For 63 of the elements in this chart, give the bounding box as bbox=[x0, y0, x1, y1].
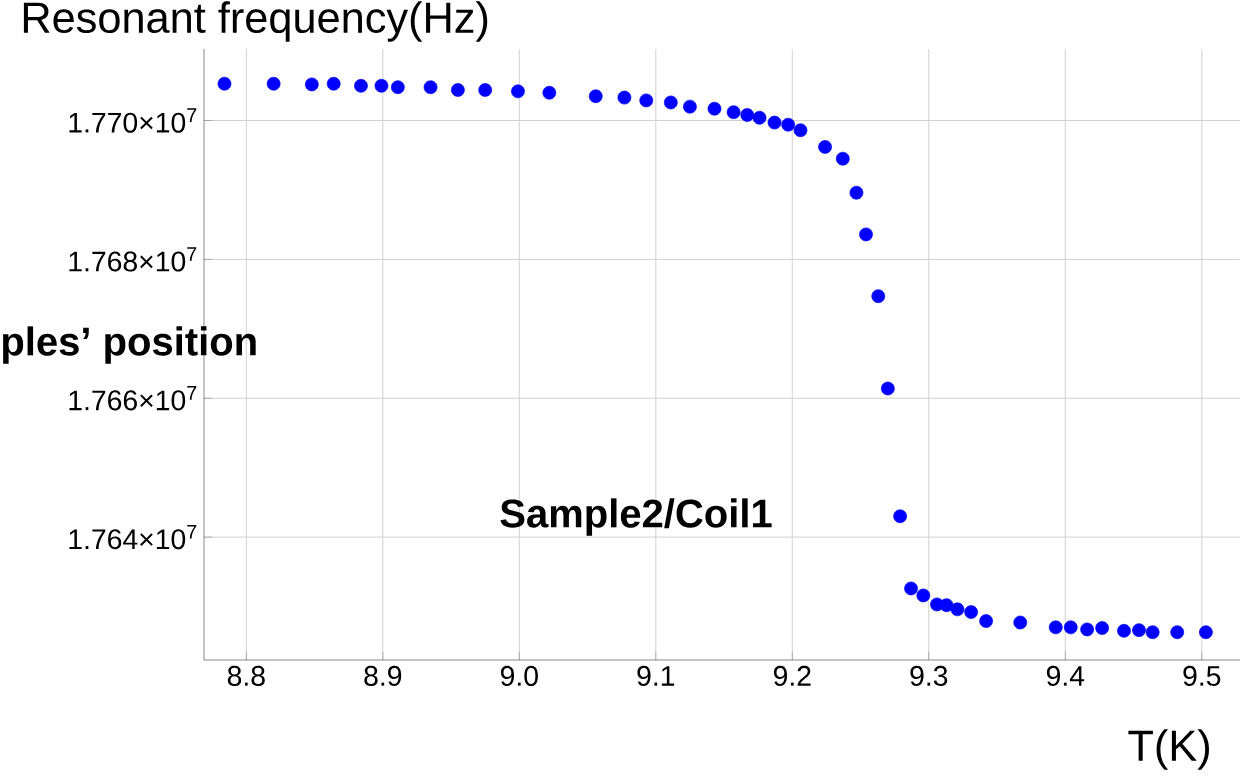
point bbox=[893, 509, 907, 524]
point bbox=[1170, 625, 1185, 640]
x-tick-label: 9.4 bbox=[1046, 665, 1085, 686]
point bbox=[964, 605, 978, 619]
point bbox=[781, 117, 796, 132]
point bbox=[511, 84, 525, 99]
point bbox=[871, 289, 886, 304]
point bbox=[617, 90, 632, 105]
point bbox=[904, 581, 918, 596]
point bbox=[423, 80, 438, 95]
point bbox=[707, 101, 722, 116]
x-tick-label: 9.0 bbox=[500, 665, 538, 686]
point bbox=[451, 83, 465, 97]
point bbox=[818, 140, 832, 154]
y-tick-label: 1.766×10$^{7}$ bbox=[69, 386, 197, 411]
point bbox=[1063, 620, 1078, 635]
annotation: Sample2/Coil1 bbox=[500, 498, 772, 536]
point bbox=[752, 110, 767, 125]
x-tick-label: 8.9 bbox=[364, 665, 402, 686]
annotation: ples’ position bbox=[2, 326, 256, 364]
point bbox=[217, 76, 232, 91]
x-tick-label: 9.5 bbox=[1183, 665, 1221, 686]
point bbox=[726, 105, 741, 120]
point bbox=[542, 85, 557, 100]
point bbox=[639, 93, 654, 108]
y-tick-label: 1.770×10$^{7}$ bbox=[69, 108, 197, 133]
point bbox=[326, 76, 341, 91]
point bbox=[683, 99, 697, 114]
point bbox=[1080, 622, 1094, 637]
x-tick-label: 9.1 bbox=[637, 665, 675, 686]
point bbox=[588, 89, 603, 104]
point bbox=[916, 588, 931, 603]
point bbox=[859, 227, 873, 242]
x-tick-label: 8.8 bbox=[227, 665, 265, 686]
x-axis-title: T(K) bbox=[1128, 729, 1209, 770]
point bbox=[835, 151, 850, 166]
point bbox=[266, 76, 281, 91]
point bbox=[1132, 623, 1146, 637]
point bbox=[1117, 623, 1131, 638]
point bbox=[950, 602, 965, 617]
x-tick-label: 9.2 bbox=[773, 665, 811, 686]
point bbox=[354, 78, 368, 93]
point bbox=[740, 108, 755, 122]
y-axis-title: Resonant frequency(Hz) bbox=[23, 1, 488, 42]
point bbox=[1145, 625, 1160, 640]
y-tick-label: 1.764×10$^{7}$ bbox=[69, 524, 197, 550]
point bbox=[1013, 615, 1028, 630]
point bbox=[849, 185, 864, 200]
point bbox=[979, 614, 993, 628]
point bbox=[478, 83, 493, 97]
point bbox=[305, 77, 319, 92]
point bbox=[939, 598, 954, 612]
point bbox=[390, 80, 405, 95]
point bbox=[1199, 625, 1213, 640]
point bbox=[767, 115, 782, 130]
point bbox=[374, 78, 389, 93]
point bbox=[1048, 620, 1063, 635]
x-tick-label: 9.3 bbox=[910, 665, 948, 686]
point bbox=[793, 123, 808, 138]
point bbox=[1095, 621, 1109, 635]
y-tick-label: 1.768×10$^{7}$ bbox=[69, 247, 197, 272]
point bbox=[881, 381, 895, 396]
point bbox=[663, 95, 678, 110]
